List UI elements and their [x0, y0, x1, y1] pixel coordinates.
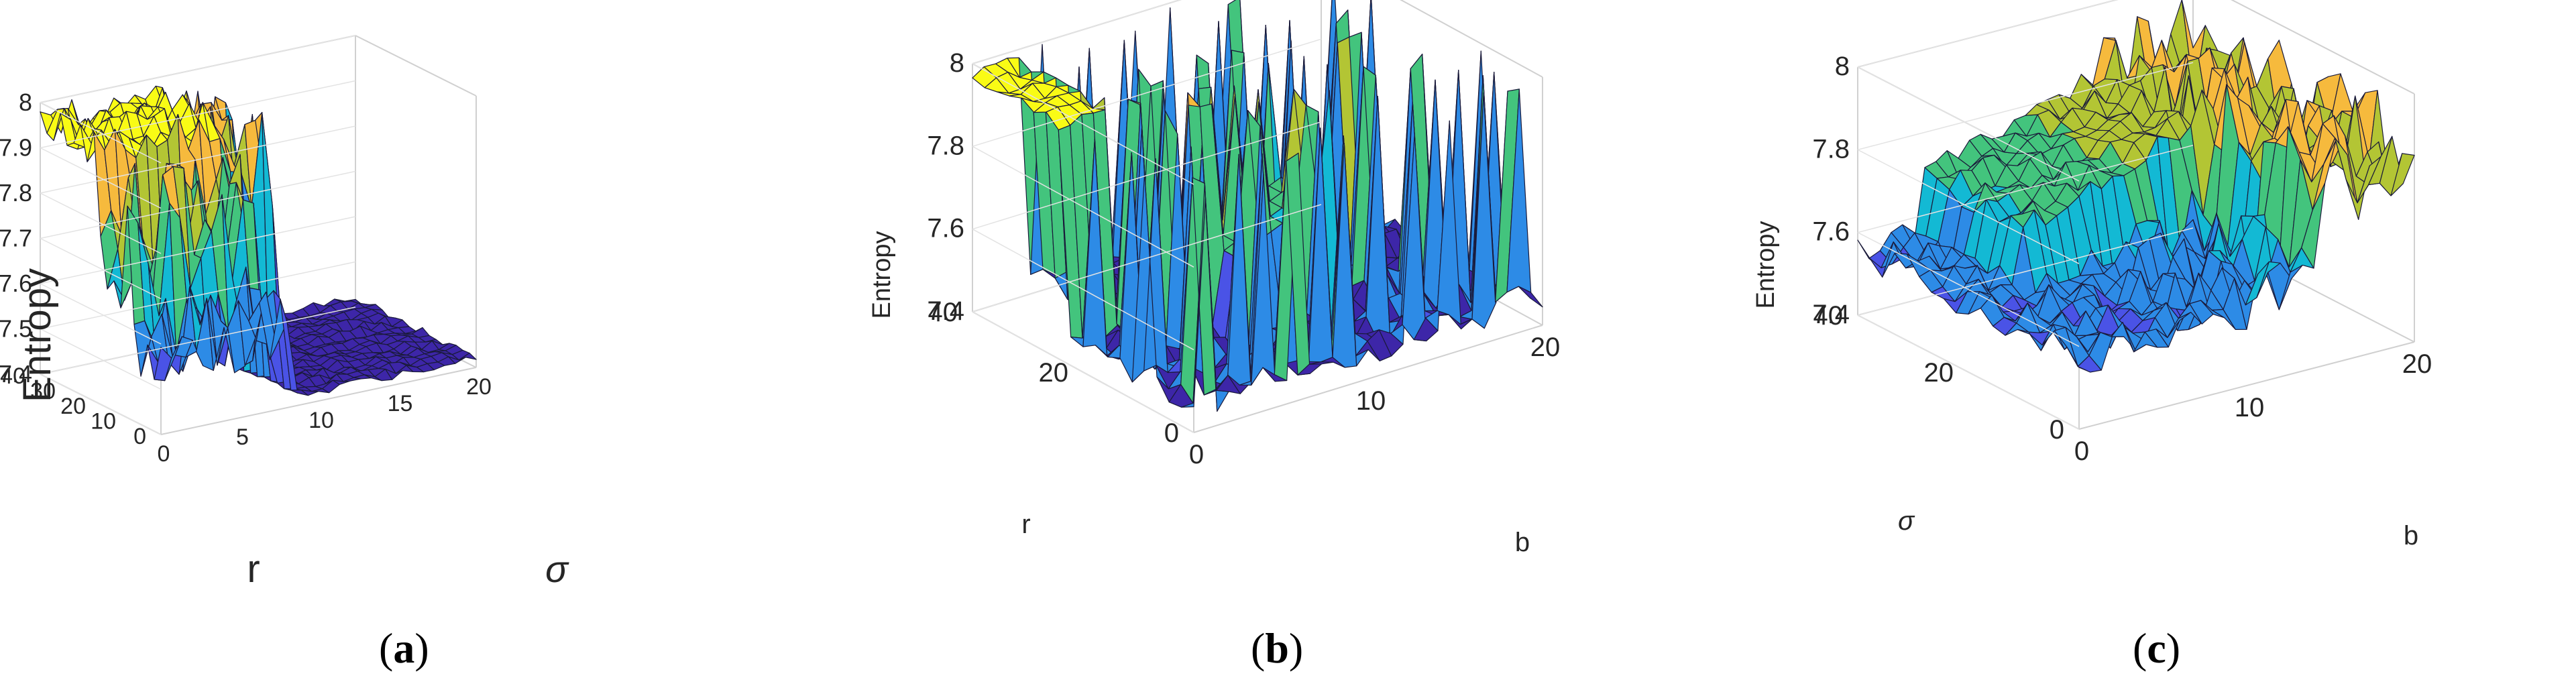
x-axis-label: σ [545, 548, 569, 590]
z-gridline [972, 63, 1194, 185]
x-tick-label: 15 [388, 391, 413, 416]
z-tick-label: 7.5 [0, 315, 32, 343]
z-gridline [40, 216, 356, 284]
x-axis-label: b [2404, 521, 2418, 551]
z-gridline [1857, 227, 2194, 316]
z-gridline [40, 102, 162, 164]
box-edge [2231, 0, 2415, 95]
z-axis-label: Entropy [868, 231, 896, 319]
x-tick-label: 20 [2402, 349, 2432, 379]
y-axis-label: r [1021, 510, 1030, 539]
z-tick-label: 7.9 [0, 134, 32, 162]
x-tick-label: 10 [1356, 386, 1386, 416]
y-tick-label: 40 [928, 298, 958, 327]
z-axis-label: Entropy [1752, 221, 1780, 309]
box-edge [1193, 325, 1543, 433]
surface-facet [2390, 153, 2415, 196]
z-axis-label: Entropy [15, 268, 59, 402]
z-gridline [972, 229, 1194, 351]
z-gridline [40, 80, 356, 149]
z-gridline [40, 328, 162, 390]
y-axis-label: σ [1898, 506, 1915, 536]
box-edge [160, 367, 477, 435]
y-tick-label: 0 [2050, 415, 2064, 445]
y-tick-label: 40 [1813, 301, 1844, 331]
z-gridline [972, 311, 1194, 433]
z-tick-label: 8 [950, 48, 964, 78]
z-tick-label: 7.8 [927, 131, 964, 160]
chart-panel-c: 7.4 7.6 7.8 8 0 20 40 0 10 20 Entropy σ b (c) [1717, 0, 2576, 692]
z-gridline [972, 204, 1322, 312]
z-gridline [1857, 149, 2080, 265]
z-gridline [1857, 314, 2080, 430]
y-tick-label: 0 [133, 424, 146, 449]
z-gridline [40, 192, 162, 254]
y-axis-label: r [247, 547, 260, 591]
z-gridline [972, 121, 1322, 230]
chart-panel-b: 7.4 7.6 7.8 8 0 20 40 0 10 20 Entropy r b (b) [858, 0, 1717, 692]
box-edge [2078, 341, 2415, 430]
z-tick-label: 7.8 [1812, 134, 1850, 164]
y-tick-label: 0 [1164, 418, 1179, 448]
z-gridline [40, 373, 162, 435]
z-gridline [40, 35, 356, 103]
x-tick-label: 10 [2235, 393, 2265, 422]
surface-plot-b: 7.4 7.6 7.8 8 0 20 40 0 10 20 Entropy r b [868, 0, 1561, 557]
z-tick-label: 7.8 [0, 179, 32, 207]
x-tick-label: 20 [466, 374, 492, 400]
z-gridline [972, 146, 1194, 268]
z-gridline [972, 38, 1322, 148]
z-gridline [40, 147, 162, 209]
y-tick-label: 20 [1924, 358, 1954, 388]
chart-panel-a: 7.4 7.5 7.6 7.7 7.8 7.9 8 0 10 20 30 40 0 5 10 15 20 Ent… [0, 0, 858, 692]
x-tick-label: 0 [158, 441, 170, 467]
x-tick-label: 5 [236, 424, 249, 450]
x-tick-label: 0 [2074, 437, 2089, 466]
y-tick-label: 10 [91, 409, 116, 435]
caption-a: (a) [379, 624, 429, 672]
z-gridline [40, 170, 356, 239]
z-gridline [1857, 144, 2194, 233]
z-gridline [40, 261, 356, 330]
z-tick-label: 8 [1835, 52, 1850, 81]
z-gridline [1857, 0, 2118, 68]
z-gridline [40, 237, 162, 300]
z-gridline [1857, 62, 2194, 151]
x-tick-label: 10 [309, 408, 334, 433]
caption-c: (c) [2133, 624, 2181, 672]
z-gridline [1857, 231, 2080, 347]
z-tick-label: 8 [19, 89, 32, 116]
y-tick-label: 40 [0, 363, 25, 389]
x-axis-label: b [1515, 528, 1530, 557]
y-tick-label: 30 [30, 379, 56, 404]
z-gridline [40, 306, 356, 375]
z-gridline [972, 0, 1182, 64]
surface-plot-c: 7.4 7.6 7.8 8 0 20 40 0 10 20 Entropy σ b [1752, 0, 2432, 551]
surface-facet [1518, 286, 1543, 308]
caption-b: (b) [1251, 624, 1304, 672]
z-gridline [1857, 66, 2080, 182]
surface-facet [458, 352, 477, 361]
x-tick-label: 20 [1530, 333, 1561, 362]
box-edge [355, 35, 477, 97]
z-gridline [40, 283, 162, 345]
y-tick-label: 20 [1039, 358, 1069, 388]
z-tick-label: 7.6 [927, 214, 964, 243]
z-tick-label: 7.7 [0, 225, 32, 252]
x-tick-label: 0 [1189, 440, 1204, 469]
z-tick-label: 7.4 [0, 360, 32, 388]
z-gridline [40, 125, 356, 194]
z-tick-label: 7.6 [1812, 217, 1850, 247]
z-tick-label: 7.6 [0, 270, 32, 297]
z-tick-label: 7.4 [1812, 300, 1850, 329]
z-tick-label: 7.4 [927, 296, 964, 326]
y-tick-label: 20 [60, 394, 86, 419]
box-edge [1400, 0, 1543, 78]
